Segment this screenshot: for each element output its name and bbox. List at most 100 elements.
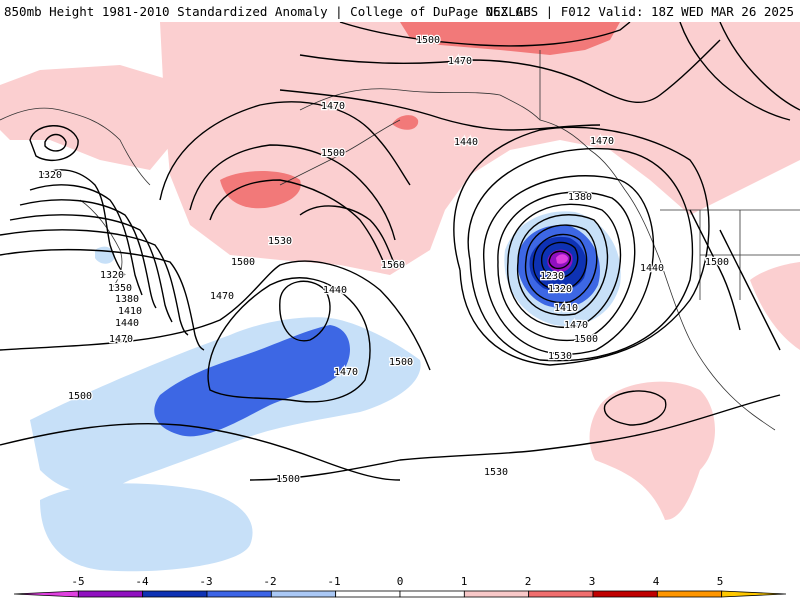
positive-anomaly-shading [0,22,800,520]
contour-labels: 1500 1470 1470 1470 1440 1500 1530 1560 … [37,34,731,487]
contour-1530-south [249,394,781,481]
coastline-siberia [0,107,151,186]
coastlines [0,50,800,431]
colorbar-graphic: -5 -4 -3 -2 -1 0 1 2 3 4 5 [13,575,787,598]
positive-anomaly-region-north [160,22,800,275]
height-contours [0,22,800,481]
colorbar-swatch [592,590,658,598]
contour-label: 1380 [568,192,592,203]
contour-label: 1470 [109,334,133,345]
colorbar-tick-label: 2 [525,575,532,588]
colorbar-legend: -5 -4 -3 -2 -1 0 1 2 3 4 5 [0,575,800,600]
contour-label: 1470 [334,367,358,378]
map-header: 850mb Height 1981-2010 Standardized Anom… [0,0,800,22]
colorbar-swatch [463,590,530,598]
contour-low-1380 [507,203,622,328]
contour-label: 1470 [590,136,614,147]
colorbar-tick-label: 0 [397,575,404,588]
colorbar-swatch [656,590,723,598]
anomaly-map: 1500 1470 1470 1470 1440 1500 1530 1560 … [0,22,800,572]
contour-label: 1500 [276,474,300,485]
colorbar-tick-label: -5 [71,575,84,588]
contour-label: 1500 [231,257,255,268]
contour-label: 1530 [548,351,572,362]
contour-low-1410 [497,191,636,342]
contour-label: 1500 [389,357,413,368]
contour-1470-mid [207,277,371,403]
colorbar-ticks: -5 -4 -3 -2 -1 0 1 2 3 4 5 [71,575,723,588]
contour-1320-nw-closed [44,133,67,152]
colorbar-tick-label: -4 [135,575,149,588]
contour-label: 1530 [268,236,292,247]
contour-1500-bering [189,144,396,241]
colorbar-swatch [721,590,787,598]
contour-label: 1470 [564,320,588,331]
colorbar-tick-label: -2 [263,575,276,588]
colorbar-swatch [77,590,144,598]
contour-1350-nw-closed [29,125,79,161]
colorbar-swatch [142,590,208,598]
contour-label: 1350 [108,283,132,294]
contour-1440-north [279,89,601,131]
contour-label: 1560 [381,260,405,271]
contour-1530-bering [209,179,386,266]
colorbar-swatch [13,590,79,598]
contour-1500-north [339,22,631,47]
positive-anomaly-region-southeast [589,381,715,520]
contour-label: 1440 [454,137,478,148]
contour-1500-south [0,423,401,481]
contour-label: 1500 [705,257,729,268]
contour-1380-west [19,199,157,309]
contour-low-1290 [532,233,588,291]
strong-anomaly-region-3 [400,22,620,55]
coastline-kamchatka [79,199,123,291]
coastline-bc [624,189,776,431]
contour-label: 1230 [540,271,564,282]
colorbar-swatch [270,590,337,598]
contour-1470-north [299,39,721,104]
colorbar-tick-label: 1 [461,575,468,588]
negative-anomaly-region-southwest [40,483,253,572]
colorbar-tick-label: -1 [327,575,340,588]
contour-label: 1500 [68,391,92,402]
contour-label: 1320 [548,284,572,295]
model-run-info: 06Z GFS | F012 Valid: 18Z WED MAR 26 202… [485,4,794,19]
colorbar-swatch [335,590,401,598]
contour-label: 1320 [100,270,124,281]
contour-1530-ridge [603,390,667,426]
contour-1410-west [9,214,173,323]
contour-label: 1470 [210,291,234,302]
contour-1350-west [29,184,143,296]
contour-label: 1500 [416,35,440,46]
contour-low-1260 [540,241,579,279]
contour-1440-east [689,209,741,331]
contour-label: 1410 [118,306,142,317]
contour-low-1320 [524,224,598,304]
contour-1470-west [0,248,205,351]
positive-anomaly-region-west [0,65,175,170]
contour-1500-east [719,229,781,351]
contour-label: 1440 [115,318,139,329]
colorbar-swatch [206,590,272,598]
contour-1560-bering [299,205,396,266]
contour-1380-ne [719,22,800,111]
contour-label: 1320 [38,170,62,181]
contour-1320-west [39,169,126,276]
contour-low-1440 [483,175,655,355]
colorbar-swatch [399,590,465,598]
contour-low-1230 [548,250,571,270]
colorbar-tick-label: 5 [717,575,724,588]
negative-anomaly-region-low-core [556,254,568,264]
negative-anomaly-region-central-strong [154,325,350,437]
contour-1440-mid-closed [279,280,331,342]
contour-label: 1470 [321,101,345,112]
contour-1410-ne [679,22,791,121]
contour-label: 1410 [554,303,578,314]
map-title: 850mb Height 1981-2010 Standardized Anom… [4,4,531,19]
contour-1470-gulf [467,148,694,362]
colorbar-tick-label: 4 [653,575,660,588]
contour-label: 1440 [640,263,664,274]
contour-label: 1530 [484,467,508,478]
contour-1470-bering [159,101,411,201]
contour-label: 1500 [574,334,598,345]
